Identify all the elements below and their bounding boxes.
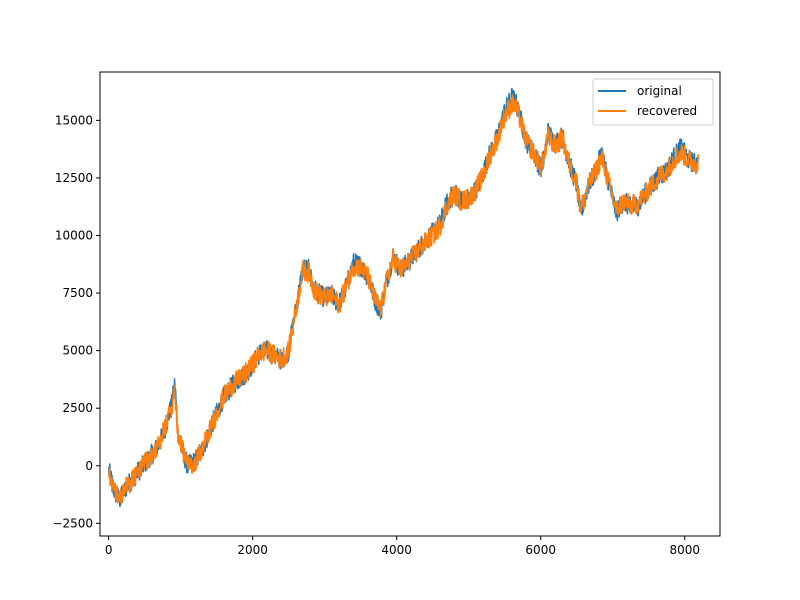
legend-label-original: original: [637, 84, 682, 98]
y-axis: −2500 0 2500 5000 7500 10000 12500 15000: [52, 113, 100, 530]
legend-label-recovered: recovered: [637, 104, 697, 118]
series-line-original: [107, 87, 700, 508]
x-tick-label: 2000: [237, 543, 268, 557]
y-tick-label: 12500: [55, 171, 93, 185]
plot-area: [100, 72, 720, 536]
x-tick-label: 8000: [669, 543, 700, 557]
y-tick-label: 5000: [62, 344, 93, 358]
y-tick-label: 15000: [55, 113, 93, 127]
legend: original recovered: [592, 78, 714, 126]
x-tick-label: 0: [105, 543, 113, 557]
plot-frame: [99, 71, 721, 537]
y-tick-label: 10000: [55, 228, 93, 242]
y-tick-label: 0: [85, 459, 93, 473]
x-tick-label: 6000: [525, 543, 556, 557]
x-tick-label: 4000: [381, 543, 412, 557]
y-tick-label: 7500: [62, 286, 93, 300]
series-line-recovered: [108, 94, 700, 505]
series-layer: [107, 87, 700, 508]
x-axis: 0 2000 4000 6000 8000: [105, 536, 700, 557]
y-tick-label: −2500: [52, 516, 93, 530]
y-tick-label: 2500: [62, 401, 93, 415]
